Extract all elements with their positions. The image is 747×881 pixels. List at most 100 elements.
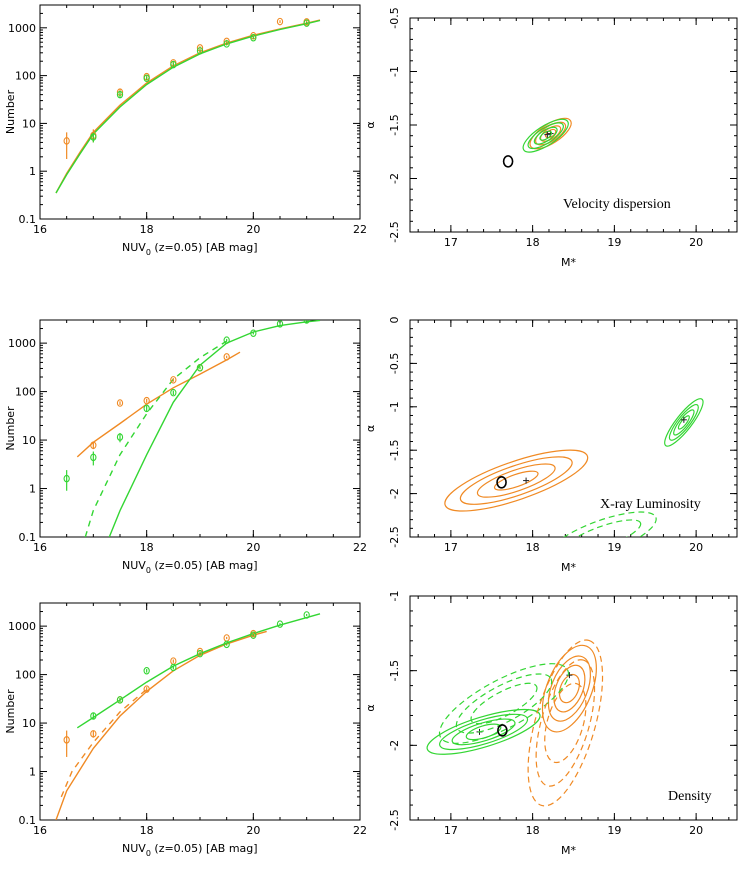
y-tick-label: 1 (29, 165, 36, 178)
contour-xray-frame (409, 319, 738, 538)
panel-legend-label: Velocity dispersion (563, 197, 671, 212)
y-tick-label: -2.5 (388, 809, 401, 830)
y-tick-label: -2 (388, 740, 401, 751)
x-tick-label: 19 (607, 824, 621, 837)
green-data-point (223, 336, 230, 344)
orange-contour (529, 117, 572, 150)
green-data-point (170, 388, 177, 397)
orange-data-point (63, 137, 70, 145)
x-tick-label: 17 (444, 236, 458, 249)
green-data-point (143, 404, 150, 413)
x-axis-label: NUV0 (z=0.05) [AB mag] (122, 241, 258, 257)
x-tick-label: 16 (33, 223, 47, 236)
lf-velocity-panel: 16 18 20 22 0.1 1 10 100 1000 NUV0 (z=0.05) [AB m… (4, 4, 367, 257)
orange-fit-curve-dashed (60, 688, 148, 798)
y-tick-label: -1 (388, 591, 401, 602)
x-axis-label-rest: (z=0.05) [AB mag] (151, 241, 258, 254)
contour-xray-panel: 17 18 19 20 -2.5 -2 -1.5 -1 -0.5 0 M* α X-ray Lumino… (364, 317, 738, 574)
x-tick-label: 20 (689, 236, 703, 249)
orange-dashed-contour (544, 682, 587, 764)
orange-contour (541, 644, 597, 733)
x-axis-label: NUV0 (z=0.05) [AB mag] (122, 842, 258, 858)
y-tick-label: -2.5 (388, 221, 401, 242)
contour-density-frame (409, 595, 738, 821)
orange-data-point (143, 685, 150, 693)
lf-density-frame (39, 602, 361, 821)
orange-data-point (170, 376, 177, 384)
y-axis-label: Number (4, 89, 17, 134)
y-axis-label: α (364, 121, 377, 128)
orange-contour (444, 449, 589, 512)
x-axis-label-main: NUV (122, 241, 146, 254)
x-tick-label: 20 (246, 541, 260, 554)
lf-xray-content (63, 320, 321, 537)
reference-o-marker (496, 476, 507, 489)
contour-velocity-content (522, 117, 572, 153)
green-data-point (223, 40, 230, 48)
y-axis-label: Number (4, 689, 17, 734)
x-tick-label: 18 (526, 541, 540, 554)
x-tick-label: 17 (444, 824, 458, 837)
y-axis-label: α (364, 425, 377, 432)
green-contour (664, 398, 704, 447)
y-tick-label: 1 (29, 483, 36, 496)
orange-contour (476, 463, 556, 498)
orange-contour (553, 664, 586, 713)
green-fit-curve (55, 19, 321, 194)
y-tick-label: -1.5 (388, 114, 401, 135)
panel-legend-label: X-ray Luminosity (600, 497, 701, 512)
green-data-point (223, 640, 230, 649)
green-data-point (303, 320, 310, 324)
green-data-point (196, 364, 204, 372)
green-contour (673, 409, 695, 436)
green-data-point (143, 667, 150, 675)
orange-fit-curve (76, 351, 241, 458)
contour-velocity-panel: 17 18 19 20 -2.5 -2 -1.5 -1 -0.5 M* α Velocity disp… (364, 7, 738, 269)
x-tick-label: 20 (246, 223, 260, 236)
green-contour (539, 130, 553, 141)
y-tick-label: 1000 (8, 620, 36, 633)
y-tick-label: -1.5 (388, 660, 401, 681)
green-contour (677, 415, 690, 430)
green-data-point (276, 320, 284, 328)
contour-xray-content (444, 398, 704, 537)
green-data-point (303, 611, 310, 619)
green-fit-curve-dashed (84, 340, 228, 537)
y-tick-label: 10 (22, 117, 36, 130)
x-axis-label-rest: (z=0.05) [AB mag] (151, 842, 258, 855)
green-dashed-contour (455, 673, 553, 734)
y-tick-label: 100 (15, 386, 36, 399)
green-data-point (196, 649, 204, 658)
green-data-point (143, 74, 150, 83)
y-tick-label: 100 (15, 669, 36, 682)
y-tick-label: 0 (388, 317, 401, 324)
green-data-point (250, 329, 257, 337)
green-data-point (250, 631, 257, 639)
x-axis-label-main: NUV (122, 559, 146, 572)
green-data-point (116, 696, 124, 704)
green-data-point (90, 133, 97, 141)
orange-data-point (276, 17, 284, 26)
orange-contour (535, 121, 567, 146)
x-axis-label: M* (561, 844, 576, 857)
green-data-point (303, 19, 310, 27)
green-data-point (170, 663, 177, 672)
lf-density-panel: 16 18 20 22 0.1 1 10 100 1000 NUV0 (z=0.05) [AB m… (4, 602, 367, 858)
green-dashed-contour (438, 663, 570, 744)
green-contour (522, 118, 569, 153)
orange-contour (493, 470, 539, 491)
y-tick-label: -1 (388, 66, 401, 77)
orange-data-point (90, 730, 97, 738)
green-data-point (116, 90, 124, 99)
x-axis-label-main: NUV (122, 842, 146, 855)
contour-density-panel: 17 18 19 20 -2.5 -2 -1.5 -1 M* α Density (364, 591, 738, 857)
lf-velocity-frame (39, 4, 361, 220)
lf-density-content (55, 611, 321, 820)
orange-fit-curve (55, 19, 321, 194)
green-dashed-contour (470, 682, 538, 725)
x-tick-label: 18 (526, 236, 540, 249)
green-fit-curve (76, 613, 321, 729)
y-tick-label: -0.5 (388, 353, 401, 374)
x-tick-label: 22 (353, 824, 367, 837)
green-data-point (90, 712, 97, 720)
